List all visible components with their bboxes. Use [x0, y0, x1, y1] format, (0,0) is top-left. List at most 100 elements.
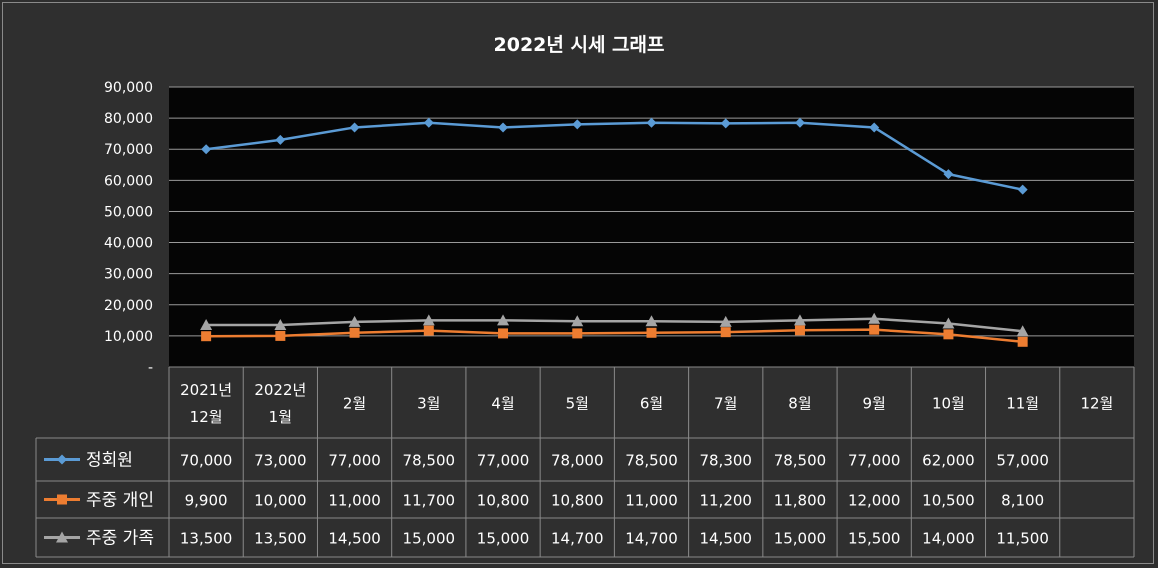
data-point: [423, 117, 434, 128]
y-tick-label: 20,000: [104, 298, 153, 314]
data-point: [1016, 325, 1029, 337]
y-tick-label: 70,000: [104, 142, 153, 158]
data-label: 14,700: [625, 530, 678, 548]
data-label: 78,500: [625, 452, 678, 470]
data-label: 14,700: [551, 530, 604, 548]
data-label: 15,500: [848, 530, 901, 548]
data-label: 8,100: [1001, 492, 1044, 510]
y-tick-label: 40,000: [104, 236, 153, 252]
series-line-2: [206, 328, 1023, 344]
legend-label: 정회원: [86, 451, 133, 471]
data-label: 12,000: [848, 492, 901, 510]
data-label: 78,500: [774, 452, 827, 470]
x-category-label: 1월: [269, 408, 292, 426]
legend-key-marker: [57, 454, 67, 465]
data-label: 10,500: [922, 492, 975, 510]
legend-key-marker: [57, 494, 67, 505]
chart-title: 2022년 시세 그래프: [494, 34, 665, 56]
data-label: 15,000: [403, 530, 456, 548]
data-table: 2021년 12월 2022년 1월 2월 3월 4월 5월 6월 7월 8월 9월 10월 11월 12월…: [35, 366, 1135, 558]
data-label: 11,700: [403, 492, 456, 510]
line-chart: 2022년 시세 그래프 - 10,000 20,000 30,000 40,000 50…: [35, 34, 1135, 558]
data-point: [497, 314, 510, 326]
y-tick-label: 60,000: [104, 173, 153, 189]
data-label: 57,000: [996, 452, 1049, 470]
y-tick-label: 10,000: [104, 329, 153, 345]
x-category-label: 10월: [932, 395, 965, 413]
x-category-label: 2021년: [180, 381, 232, 399]
data-label: 78,500: [403, 452, 456, 470]
data-label: 14,000: [922, 530, 975, 548]
x-category-label: 8월: [788, 395, 811, 413]
data-point: [869, 324, 880, 335]
y-tick-label: -: [148, 360, 153, 376]
data-point: [274, 319, 287, 330]
data-point: [423, 325, 434, 336]
y-tick-label: 50,000: [104, 204, 153, 220]
x-category-label: 4월: [491, 395, 514, 413]
data-point: [793, 314, 806, 326]
data-point: [349, 327, 360, 338]
data-label: 77,000: [477, 452, 530, 470]
data-point: [869, 122, 880, 133]
series-line-3: [206, 317, 1023, 333]
data-label: 13,500: [180, 530, 233, 548]
x-category-label: 2022년: [254, 381, 306, 399]
data-label: 70,000: [180, 452, 233, 470]
data-label: 14,500: [328, 530, 381, 548]
data-point: [794, 117, 805, 128]
plot-area: - 10,000 20,000 30,000 40,000 50,000 60,000 70,…: [104, 80, 1134, 376]
legend-label: 주중 개인: [86, 491, 154, 511]
data-point: [571, 315, 584, 327]
data-point: [646, 327, 657, 338]
x-category-label: 12월: [1080, 395, 1113, 413]
data-point: [943, 329, 954, 340]
x-category-label: 7월: [714, 395, 737, 413]
data-point: [572, 119, 583, 130]
data-point: [646, 117, 657, 128]
data-point: [200, 319, 213, 330]
data-point: [349, 122, 360, 133]
x-category-label: 2월: [343, 395, 366, 413]
x-category-label: 9월: [863, 395, 886, 413]
x-category-label: 12월: [190, 408, 223, 426]
data-label: 10,000: [254, 492, 307, 510]
data-label: 14,500: [699, 530, 752, 548]
data-label: 13,500: [254, 530, 307, 548]
x-category-label: 6월: [640, 395, 663, 413]
data-label: 77,000: [848, 452, 901, 470]
data-label: 11,000: [328, 492, 381, 510]
data-point: [275, 330, 286, 341]
data-point: [572, 328, 583, 339]
data-point: [498, 328, 509, 339]
data-point: [942, 317, 955, 329]
data-point: [720, 327, 731, 338]
data-label: 15,000: [774, 530, 827, 548]
data-point: [719, 315, 732, 327]
data-label: 11,800: [774, 492, 827, 510]
data-label: 77,000: [328, 452, 381, 470]
data-point: [1017, 336, 1028, 347]
data-point: [943, 169, 954, 180]
data-label: 78,300: [699, 452, 752, 470]
y-tick-label: 90,000: [104, 80, 153, 96]
data-point: [868, 312, 881, 324]
data-point: [275, 134, 286, 145]
data-label: 11,200: [699, 492, 752, 510]
data-point: [645, 315, 658, 327]
data-label: 11,000: [625, 492, 678, 510]
data-point: [720, 118, 731, 129]
data-label: 9,900: [185, 492, 228, 510]
x-category-label: 3월: [417, 395, 440, 413]
data-label: 62,000: [922, 452, 975, 470]
legend-label: 주중 가족: [86, 529, 154, 549]
data-label: 15,000: [477, 530, 530, 548]
x-category-label: 11월: [1006, 395, 1039, 413]
y-tick-label: 80,000: [104, 111, 153, 127]
data-label: 73,000: [254, 452, 307, 470]
data-point: [1017, 184, 1028, 195]
legend-key-marker: [56, 531, 68, 543]
x-category-label: 5월: [566, 395, 589, 413]
series-line-1: [205, 121, 1023, 191]
